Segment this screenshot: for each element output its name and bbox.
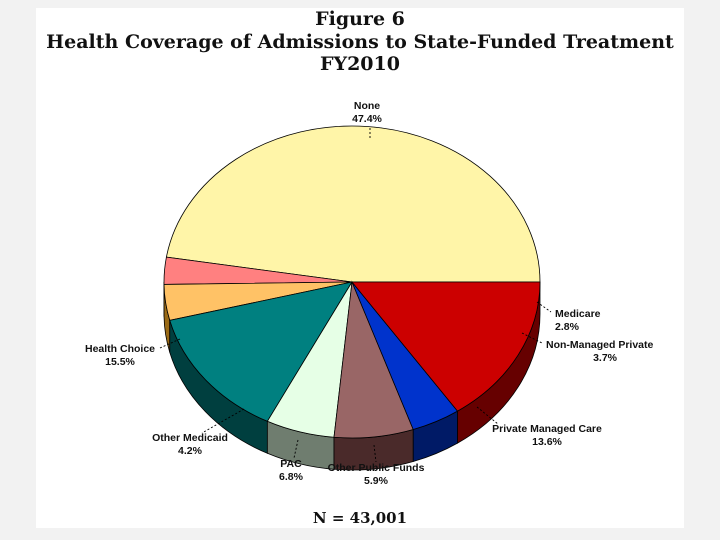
value-other-medicaid: 4.2% — [178, 445, 203, 457]
value-other-public-funds: 5.9% — [364, 475, 389, 487]
chart-subtitle: FY2010 — [320, 53, 400, 75]
value-non-managed-private: 3.7% — [593, 352, 618, 364]
label-non-managed-private: Non-Managed Private — [546, 339, 654, 351]
value-none: 47.4% — [352, 113, 382, 125]
chart-title: Health Coverage of Admissions to State-F… — [46, 31, 674, 53]
value-pac: 6.8% — [279, 471, 304, 483]
slice-private-managed-care — [169, 281, 353, 422]
label-pac: PAC — [280, 458, 302, 470]
figure-number: Figure 6 — [315, 8, 405, 30]
value-medicare: 2.8% — [555, 321, 580, 333]
value-private-managed-care: 13.6% — [532, 436, 562, 448]
label-private-managed-care: Private Managed Care — [492, 423, 602, 435]
leader-pac — [293, 439, 299, 459]
label-health-choice: Health Choice — [85, 343, 155, 355]
label-other-public-funds: Other Public Funds — [328, 462, 425, 474]
sample-size-note: N = 43,001 — [312, 509, 408, 527]
value-health-choice: 15.5% — [105, 356, 135, 368]
label-none: None — [354, 100, 380, 112]
leader-other-public-funds — [373, 444, 377, 463]
label-other-medicaid: Other Medicaid — [152, 432, 228, 444]
slice-health-choice — [351, 281, 541, 412]
slice-none — [165, 125, 541, 283]
leader-other-medicaid — [201, 408, 245, 434]
leader-private-managed-care — [476, 406, 499, 425]
label-medicare: Medicare — [555, 308, 601, 320]
leader-medicare — [536, 301, 552, 313]
